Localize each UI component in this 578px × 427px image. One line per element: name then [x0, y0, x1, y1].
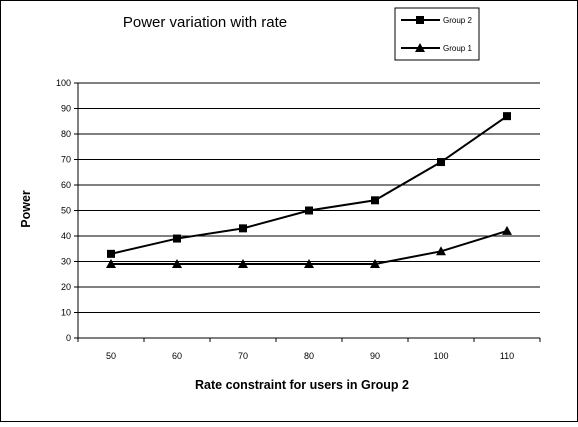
y-tick-label: 80: [61, 129, 71, 139]
data-point: [172, 259, 182, 269]
legend-marker: [415, 43, 425, 52]
chart-title: Power variation with rate: [123, 14, 287, 31]
x-axis-title: Rate constraint for users in Group 2: [195, 378, 409, 392]
y-tick-label: 20: [61, 282, 71, 292]
y-tick-label: 10: [61, 308, 71, 318]
legend: Group 2 Group 1: [394, 7, 480, 61]
data-point: [503, 112, 511, 121]
data-point: [106, 259, 116, 269]
y-tick-label: 70: [61, 155, 71, 165]
axes: 0 10 20 30 40 50 60 70 80 90 100 50 60 70 80 90 100 110: [56, 78, 541, 361]
data-point: [305, 206, 313, 215]
data-point: [107, 249, 115, 258]
y-tick-label: 30: [61, 257, 71, 267]
x-tick-label: 100: [433, 351, 448, 361]
data-point: [437, 158, 445, 167]
y-tick-label: 60: [61, 180, 71, 190]
x-tick-label: 90: [370, 351, 380, 361]
y-tick-label: 40: [61, 231, 71, 241]
y-tick-label: 0: [66, 333, 71, 343]
legend-box: [394, 7, 480, 61]
y-tick-label: 90: [61, 104, 71, 114]
x-tick-label: 80: [304, 351, 314, 361]
data-point: [436, 246, 446, 256]
data-point: [304, 259, 314, 269]
gridlines: [78, 82, 540, 313]
y-tick-label: 100: [56, 78, 71, 88]
x-tick-label: 110: [500, 351, 514, 361]
data-point: [238, 259, 248, 269]
legend-label: Group 2: [443, 16, 472, 25]
x-tick-label: 50: [106, 351, 116, 361]
y-axis-title: Power: [19, 190, 33, 228]
legend-marker: [416, 16, 424, 24]
legend-label: Group 1: [443, 44, 472, 53]
data-point: [371, 196, 379, 205]
y-tick-label: 50: [61, 206, 71, 216]
series-group: [106, 112, 512, 269]
data-point: [370, 259, 380, 269]
data-point: [239, 224, 247, 233]
x-tick-label: 60: [172, 351, 182, 361]
x-tick-label: 70: [238, 351, 248, 361]
data-point: [173, 234, 181, 243]
data-point: [502, 225, 512, 235]
